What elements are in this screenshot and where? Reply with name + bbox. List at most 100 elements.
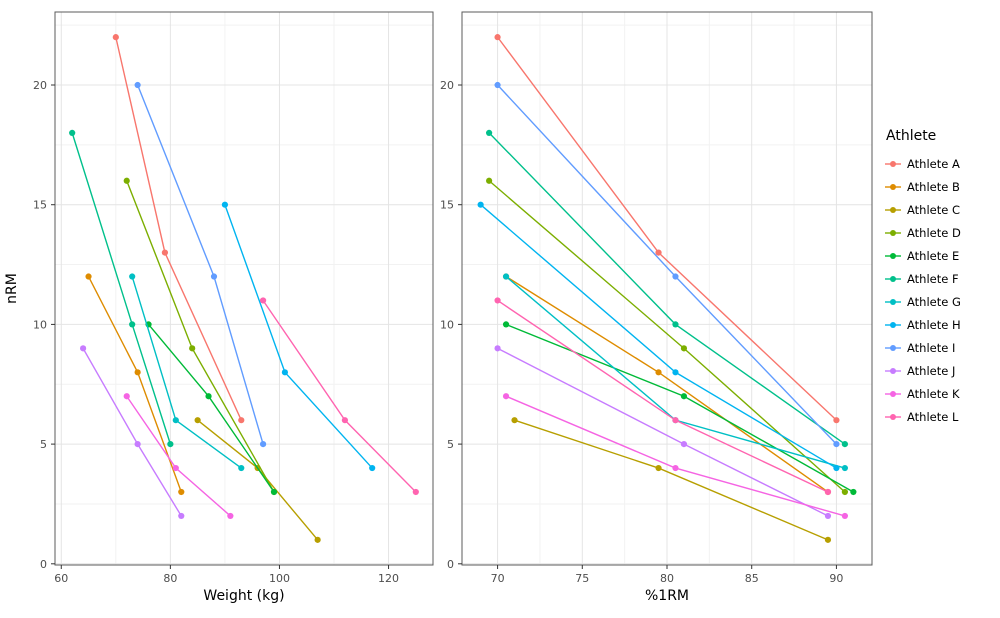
series-athlete-l bbox=[259, 297, 419, 496]
data-point bbox=[205, 393, 212, 400]
data-point bbox=[259, 441, 267, 448]
data-point bbox=[680, 393, 688, 400]
data-point bbox=[672, 321, 679, 328]
data-point bbox=[112, 34, 119, 41]
legend-item-athlete-a: Athlete A bbox=[884, 152, 996, 175]
data-point bbox=[178, 488, 185, 496]
legend-key-icon bbox=[885, 413, 901, 420]
legend-key-icon bbox=[885, 229, 901, 236]
data-point bbox=[680, 441, 688, 448]
series-athlete-d bbox=[486, 177, 848, 496]
legend-label: Athlete J bbox=[907, 363, 956, 378]
series-athlete-i bbox=[134, 81, 267, 448]
legend-item-athlete-i: Athlete I bbox=[884, 336, 996, 359]
x-tick-label: 80 bbox=[660, 572, 674, 585]
legend-label: Athlete D bbox=[907, 225, 961, 240]
legend-label: Athlete B bbox=[907, 179, 960, 194]
series-athlete-e bbox=[502, 321, 857, 496]
data-point bbox=[227, 512, 234, 520]
series-athlete-k bbox=[123, 393, 234, 520]
data-point bbox=[655, 369, 662, 376]
data-point bbox=[85, 273, 92, 280]
y-tick-label: 10 bbox=[33, 318, 47, 331]
data-point bbox=[655, 249, 662, 256]
x-tick-label: 60 bbox=[54, 572, 68, 585]
data-point bbox=[172, 464, 179, 472]
data-point bbox=[238, 417, 245, 424]
data-point bbox=[841, 512, 848, 520]
legend-key-icon bbox=[885, 298, 901, 305]
data-point bbox=[167, 441, 174, 448]
data-point bbox=[369, 464, 376, 472]
data-point bbox=[833, 464, 840, 472]
x-tick-label: 80 bbox=[163, 572, 177, 585]
y-tick-label: 20 bbox=[440, 79, 454, 92]
data-point bbox=[477, 201, 484, 208]
legend-item-athlete-f: Athlete F bbox=[884, 267, 996, 290]
series-athlete-j bbox=[494, 345, 832, 520]
legend-label: Athlete A bbox=[907, 156, 960, 171]
series-athlete-i bbox=[494, 81, 840, 448]
series-athlete-l bbox=[494, 297, 832, 496]
x-tick-label: 75 bbox=[575, 572, 589, 585]
panel-background bbox=[55, 12, 433, 565]
data-point bbox=[129, 321, 136, 328]
series-athlete-f bbox=[69, 129, 174, 448]
y-tick-label: 15 bbox=[440, 199, 454, 212]
series-athlete-h bbox=[221, 201, 376, 472]
data-point bbox=[123, 177, 130, 184]
x-tick-label: 85 bbox=[745, 572, 759, 585]
legend-item-athlete-e: Athlete E bbox=[884, 244, 996, 267]
series-athlete-b bbox=[85, 273, 185, 496]
data-point bbox=[494, 81, 501, 89]
data-point bbox=[494, 297, 501, 304]
data-point bbox=[672, 464, 679, 472]
y-tick-label: 5 bbox=[40, 438, 47, 451]
legend-title: Athlete bbox=[886, 128, 937, 144]
series-athlete-j bbox=[79, 345, 185, 520]
data-point bbox=[210, 273, 218, 280]
legend-item-athlete-k: Athlete K bbox=[884, 382, 996, 405]
legend-item-athlete-h: Athlete H bbox=[884, 313, 996, 336]
data-point bbox=[79, 345, 87, 352]
data-point bbox=[502, 393, 510, 400]
legend-key-icon bbox=[885, 275, 901, 282]
data-point bbox=[161, 249, 169, 256]
data-point bbox=[494, 34, 501, 41]
data-point bbox=[486, 177, 493, 184]
series-athlete-e bbox=[145, 321, 278, 496]
y-tick-label: 0 bbox=[447, 558, 454, 571]
legend-item-athlete-b: Athlete B bbox=[884, 175, 996, 198]
data-point bbox=[172, 417, 179, 424]
x-axis-title: Weight (kg) bbox=[203, 588, 284, 604]
data-point bbox=[341, 417, 349, 424]
series-athlete-f bbox=[486, 129, 848, 448]
data-point bbox=[194, 417, 201, 424]
legend-label: Athlete I bbox=[907, 340, 956, 355]
data-point bbox=[672, 273, 679, 280]
legend-label: Athlete G bbox=[907, 294, 961, 309]
legend-key-icon bbox=[885, 183, 901, 190]
legend: Athlete Athlete A Athlete B Athlete C Athle… bbox=[884, 128, 996, 428]
legend-key-icon bbox=[885, 321, 901, 328]
data-point bbox=[824, 536, 832, 543]
y-tick-label: 20 bbox=[33, 79, 47, 92]
x-tick-label: 90 bbox=[829, 572, 843, 585]
data-point bbox=[221, 201, 229, 208]
legend-label: Athlete L bbox=[907, 409, 959, 424]
data-point bbox=[134, 81, 141, 89]
y-tick-label: 10 bbox=[440, 318, 454, 331]
legend-item-athlete-l: Athlete L bbox=[884, 405, 996, 428]
x-axis-title: %1RM bbox=[645, 588, 689, 604]
data-point bbox=[841, 464, 848, 472]
y-axis-title: nRM bbox=[4, 273, 20, 304]
legend-key-icon bbox=[885, 367, 901, 374]
data-point bbox=[134, 369, 141, 376]
series-athlete-g bbox=[129, 273, 245, 472]
x-tick-label: 120 bbox=[378, 572, 399, 585]
data-point bbox=[129, 273, 136, 280]
data-point bbox=[281, 369, 289, 376]
data-point bbox=[680, 345, 688, 352]
data-point bbox=[824, 488, 832, 496]
